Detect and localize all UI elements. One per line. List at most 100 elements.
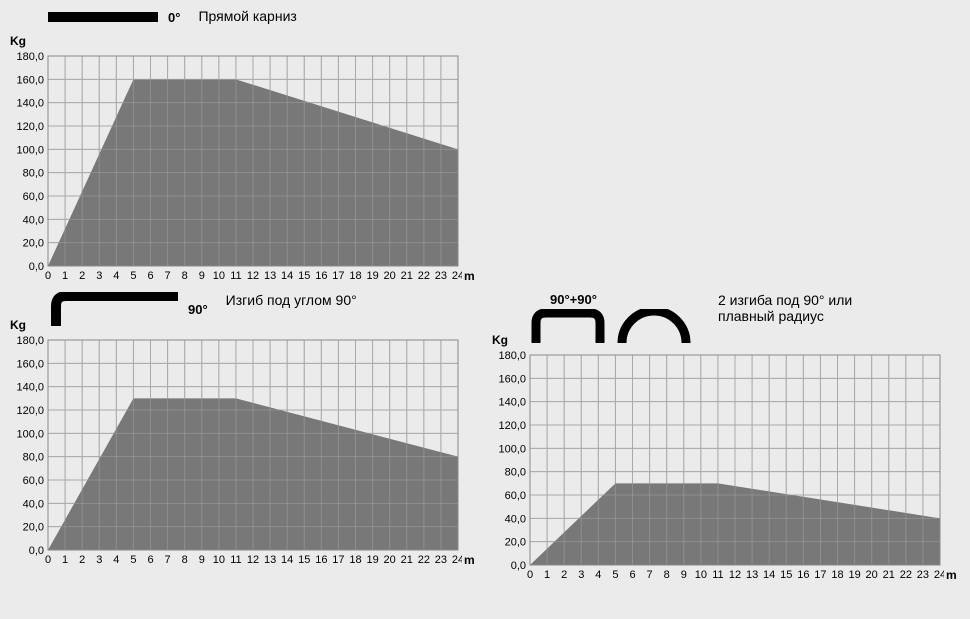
svg-text:13: 13 — [264, 270, 276, 282]
svg-text:14: 14 — [763, 569, 775, 581]
panel-0deg: 0° Прямой карниз Kg0,020,040,060,080,010… — [8, 8, 488, 284]
x-axis-label: m — [946, 568, 970, 583]
svg-text:19: 19 — [366, 270, 378, 282]
panel-90deg: 90° Изгиб под углом 90° Kg0,020,040,060,… — [8, 292, 488, 583]
svg-text:140,0: 140,0 — [498, 397, 526, 409]
svg-text:24: 24 — [452, 270, 462, 282]
svg-text:0,0: 0,0 — [29, 545, 44, 557]
svg-text:13: 13 — [746, 569, 758, 581]
svg-text:100,0: 100,0 — [16, 144, 44, 156]
double-bend-icon — [530, 309, 700, 343]
svg-text:18: 18 — [349, 270, 361, 282]
header-90-90: 90°+90° 2 изгиба под 90° или плавный рад… — [530, 292, 970, 343]
svg-text:19: 19 — [366, 554, 378, 566]
svg-text:23: 23 — [435, 270, 447, 282]
svg-text:0: 0 — [527, 569, 533, 581]
svg-text:3: 3 — [96, 270, 102, 282]
svg-text:140,0: 140,0 — [16, 382, 44, 394]
svg-text:120,0: 120,0 — [498, 420, 526, 432]
svg-text:6: 6 — [147, 554, 153, 566]
chart-svg: 0,020,040,060,080,0100,0120,0140,0160,01… — [490, 349, 944, 583]
x-axis-label: m — [464, 553, 490, 568]
svg-text:7: 7 — [647, 569, 653, 581]
svg-text:11: 11 — [712, 569, 723, 581]
svg-text:4: 4 — [113, 554, 119, 566]
svg-text:20,0: 20,0 — [505, 537, 526, 549]
svg-text:15: 15 — [298, 270, 310, 282]
header-90deg: 90° Изгиб под углом 90° — [48, 292, 488, 328]
svg-text:7: 7 — [165, 554, 171, 566]
svg-text:15: 15 — [780, 569, 792, 581]
svg-text:40,0: 40,0 — [23, 214, 44, 226]
svg-text:21: 21 — [401, 554, 413, 566]
chart-svg: 0,020,040,060,080,0100,0120,0140,0160,01… — [8, 50, 462, 284]
svg-text:9: 9 — [199, 554, 205, 566]
svg-text:13: 13 — [264, 554, 276, 566]
svg-text:120,0: 120,0 — [16, 405, 44, 417]
svg-text:100,0: 100,0 — [498, 443, 526, 455]
svg-text:22: 22 — [900, 569, 912, 581]
svg-text:11: 11 — [230, 270, 241, 282]
svg-text:6: 6 — [629, 569, 635, 581]
svg-text:23: 23 — [917, 569, 929, 581]
svg-text:100,0: 100,0 — [16, 428, 44, 440]
svg-text:160,0: 160,0 — [16, 358, 44, 370]
icon-label-90-90: 90°+90° — [550, 292, 597, 307]
bent-90-icon — [48, 292, 178, 326]
svg-text:17: 17 — [814, 569, 826, 581]
svg-text:160,0: 160,0 — [16, 74, 44, 86]
svg-text:10: 10 — [695, 569, 707, 581]
svg-text:21: 21 — [401, 270, 413, 282]
svg-text:10: 10 — [213, 270, 225, 282]
svg-text:16: 16 — [315, 554, 327, 566]
svg-text:40,0: 40,0 — [23, 498, 44, 510]
svg-text:4: 4 — [595, 569, 601, 581]
icon-label-90: 90° — [188, 302, 208, 317]
y-axis-label: Kg — [492, 333, 508, 347]
svg-text:2: 2 — [561, 569, 567, 581]
svg-text:9: 9 — [199, 270, 205, 282]
svg-text:5: 5 — [130, 270, 136, 282]
svg-text:17: 17 — [332, 554, 344, 566]
svg-text:12: 12 — [247, 554, 259, 566]
svg-text:1: 1 — [544, 569, 550, 581]
svg-text:14: 14 — [281, 270, 293, 282]
svg-text:1: 1 — [62, 270, 68, 282]
svg-text:6: 6 — [147, 270, 153, 282]
title-90deg: Изгиб под углом 90° — [226, 292, 357, 308]
svg-text:4: 4 — [113, 270, 119, 282]
svg-text:5: 5 — [130, 554, 136, 566]
svg-text:180,0: 180,0 — [498, 350, 526, 362]
svg-text:0: 0 — [45, 270, 51, 282]
svg-text:24: 24 — [452, 554, 462, 566]
svg-text:11: 11 — [230, 554, 241, 566]
svg-text:21: 21 — [883, 569, 895, 581]
svg-text:5: 5 — [612, 569, 618, 581]
svg-text:22: 22 — [418, 554, 430, 566]
y-axis-label: Kg — [10, 34, 26, 48]
header-0deg: 0° Прямой карниз — [48, 8, 488, 44]
svg-text:12: 12 — [247, 270, 259, 282]
svg-text:19: 19 — [848, 569, 860, 581]
svg-text:20: 20 — [866, 569, 878, 581]
svg-text:2: 2 — [79, 270, 85, 282]
svg-text:9: 9 — [681, 569, 687, 581]
svg-text:16: 16 — [315, 270, 327, 282]
svg-text:180,0: 180,0 — [16, 335, 44, 347]
icon-label-0: 0° — [168, 10, 180, 25]
svg-text:23: 23 — [435, 554, 447, 566]
svg-text:60,0: 60,0 — [505, 490, 526, 502]
svg-text:14: 14 — [281, 554, 293, 566]
svg-text:80,0: 80,0 — [23, 168, 44, 180]
svg-text:80,0: 80,0 — [23, 452, 44, 464]
svg-text:8: 8 — [182, 554, 188, 566]
svg-text:3: 3 — [96, 554, 102, 566]
svg-text:7: 7 — [165, 270, 171, 282]
svg-text:18: 18 — [831, 569, 843, 581]
svg-text:20: 20 — [384, 554, 396, 566]
svg-text:80,0: 80,0 — [505, 467, 526, 479]
panel-90-90: 90°+90° 2 изгиба под 90° или плавный рад… — [490, 292, 970, 583]
svg-text:12: 12 — [729, 569, 741, 581]
x-axis-label: m — [464, 269, 490, 284]
svg-text:1: 1 — [62, 554, 68, 566]
